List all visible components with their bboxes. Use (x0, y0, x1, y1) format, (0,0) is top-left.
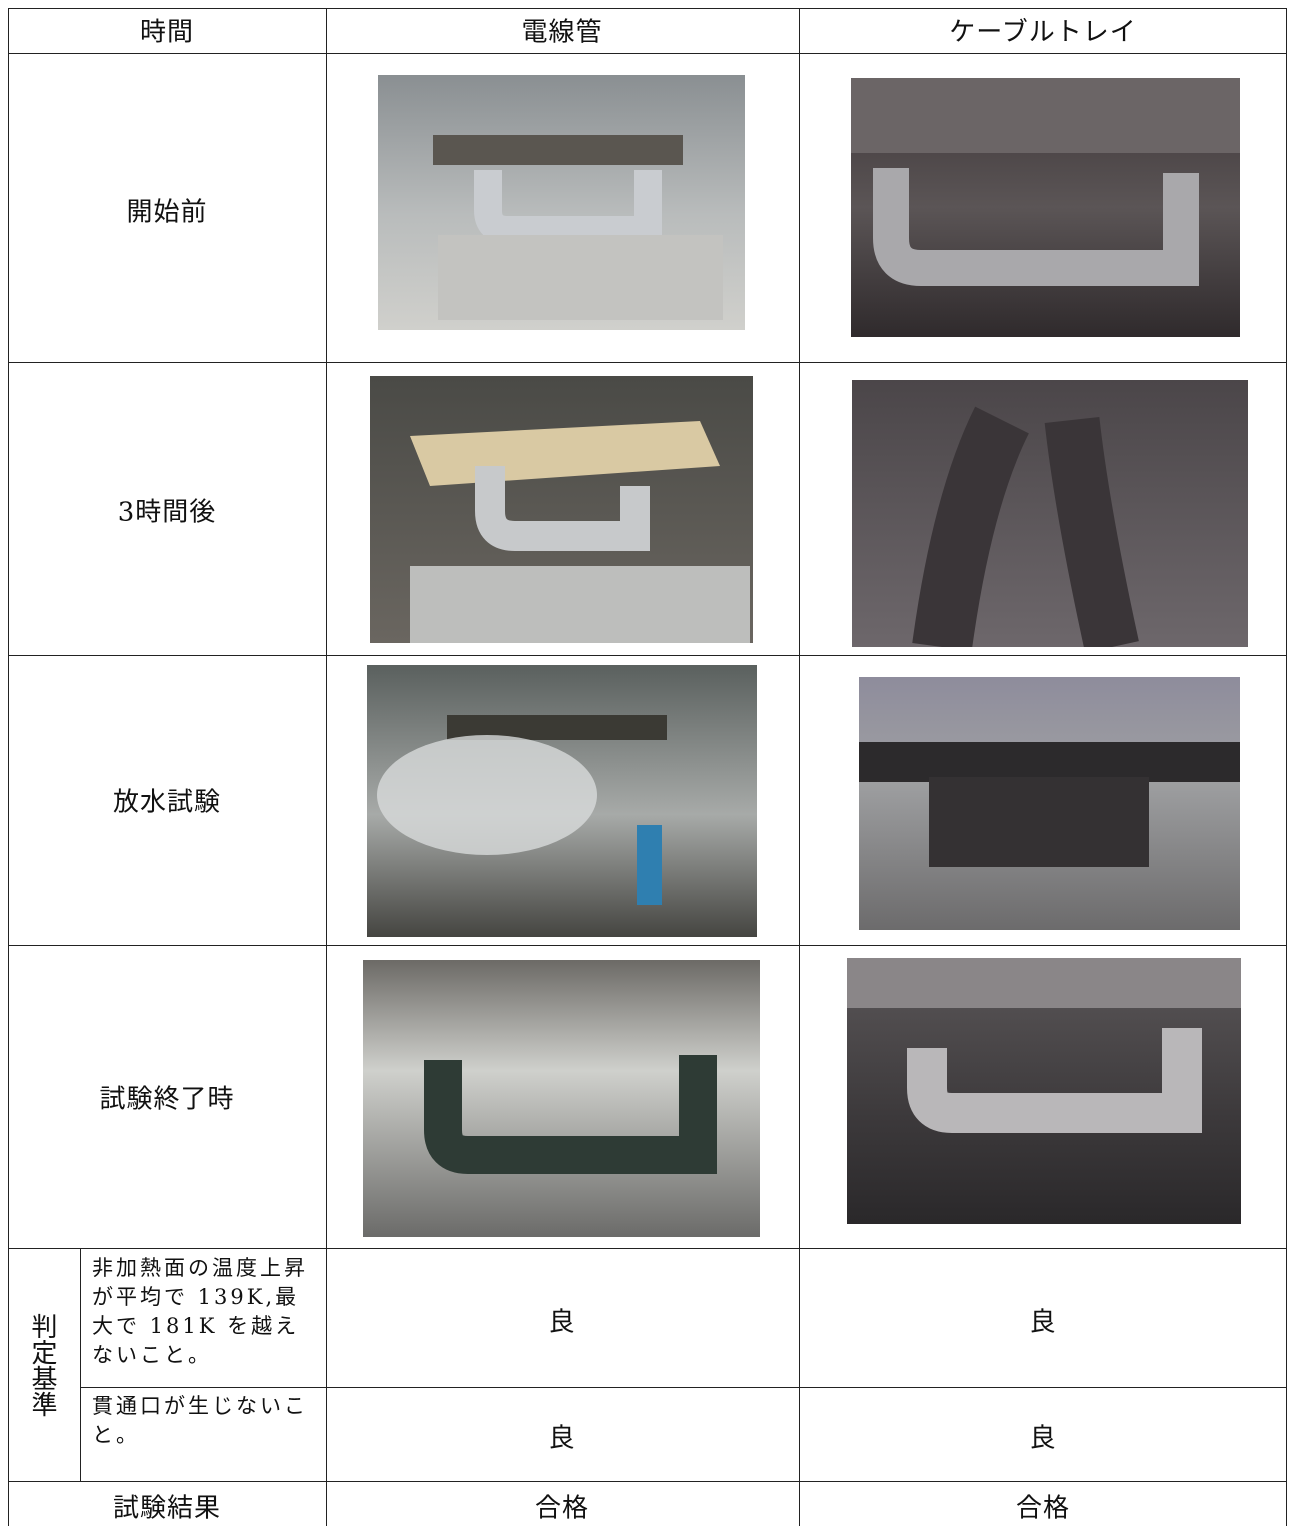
header-cell: 電線管 (521, 17, 603, 48)
photo (847, 958, 1241, 1224)
row-label: 試験終了時 (99, 1084, 235, 1115)
photo (363, 960, 760, 1237)
rule (8, 945, 1287, 946)
row-label: 開始前 (126, 197, 208, 228)
rule (8, 1248, 1287, 1249)
row-label: 放水試験 (112, 787, 222, 818)
criteria-text: 非加熱面の温度上昇が平均で 139K,最大で 181K を越えないこと。 (92, 1256, 308, 1367)
result-label: 試験結果 (112, 1493, 222, 1524)
rule (80, 1248, 81, 1481)
rule (799, 8, 800, 1526)
rule (8, 53, 1287, 54)
criteria-label: 判定基準 (27, 1313, 57, 1417)
rule (1286, 8, 1287, 1526)
rule (8, 362, 1287, 363)
criteria-text: 貫通口が生じないこと。 (92, 1394, 308, 1447)
photo (859, 677, 1240, 930)
photo (852, 380, 1248, 647)
photo (851, 78, 1240, 337)
photo (367, 665, 757, 937)
rule (8, 1481, 1287, 1482)
criteria-result: 良 (1029, 1423, 1057, 1454)
row-label: 3時間後 (117, 497, 217, 528)
rule (8, 8, 1287, 9)
header-cell: 時間 (139, 17, 195, 48)
header-cell: ケーブルトレイ (949, 17, 1137, 48)
result-value: 合格 (534, 1493, 590, 1524)
rule (8, 8, 9, 1526)
rule (8, 655, 1287, 656)
result-value: 合格 (1015, 1493, 1071, 1524)
rule (80, 1387, 1287, 1388)
criteria-result: 良 (548, 1307, 576, 1338)
criteria-result: 良 (548, 1423, 576, 1454)
photo (378, 75, 745, 330)
photo (370, 376, 753, 643)
criteria-result: 良 (1029, 1307, 1057, 1338)
rule (326, 8, 327, 1526)
